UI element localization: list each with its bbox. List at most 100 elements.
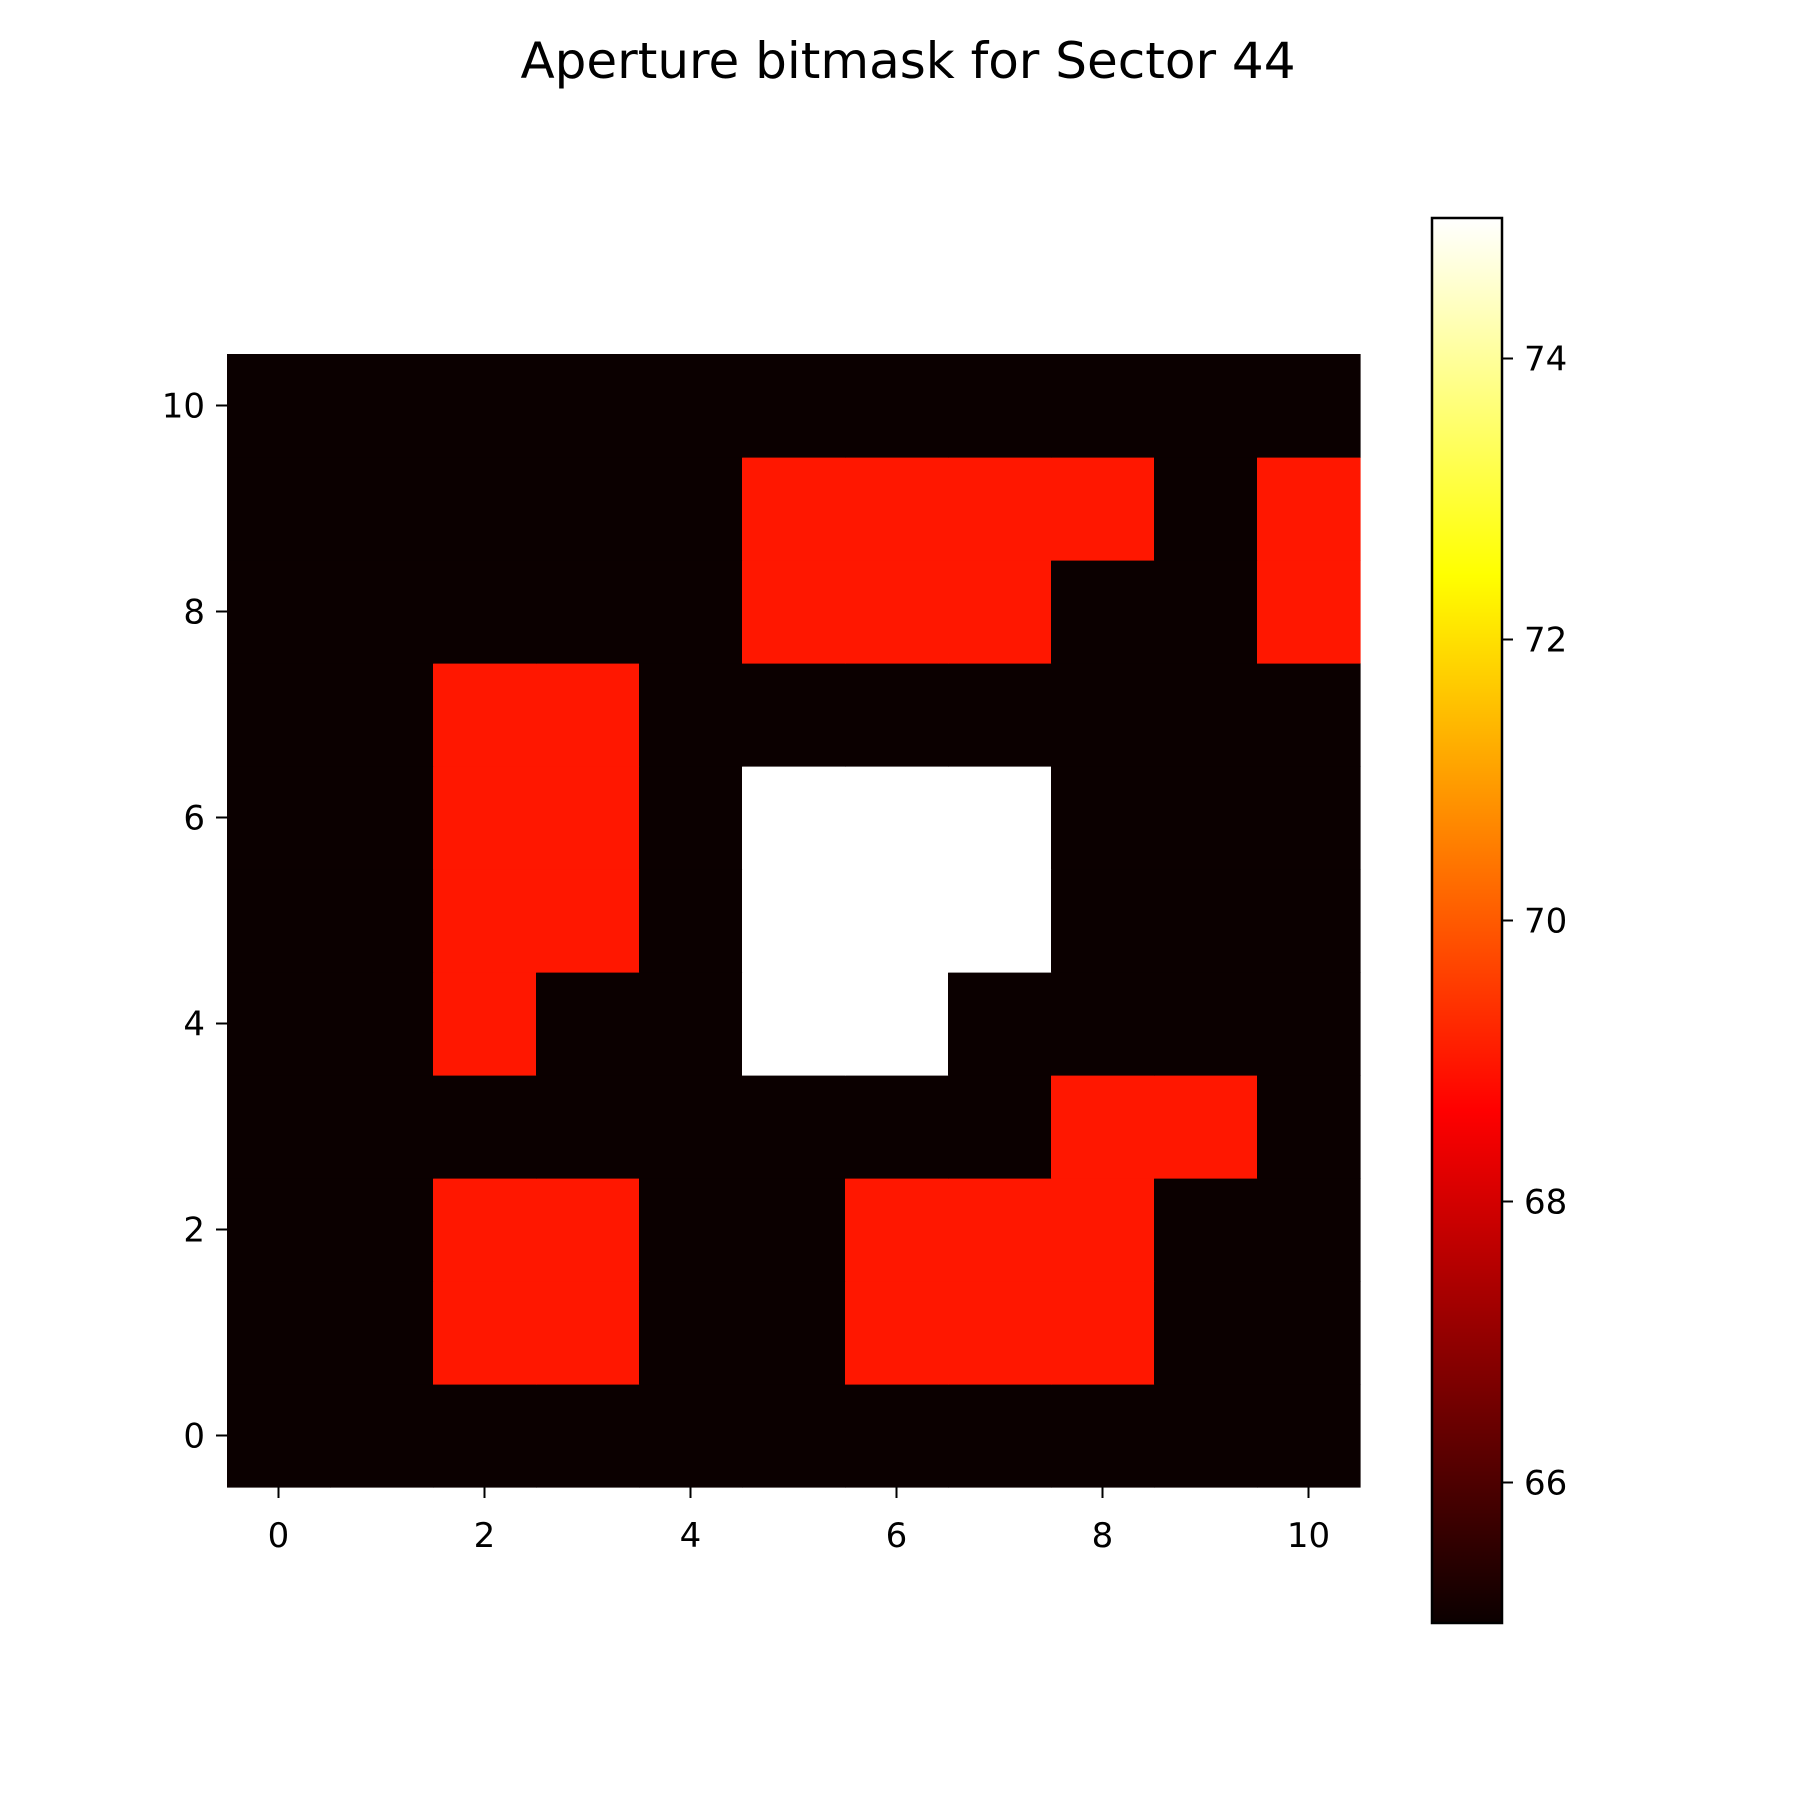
heatmap-cell (1051, 972, 1155, 1076)
heatmap-cell (948, 663, 1052, 767)
heatmap-cell (433, 766, 537, 870)
heatmap-cell (1051, 1384, 1155, 1488)
heatmap-cell (536, 1384, 640, 1488)
heatmap-cell (639, 972, 743, 1076)
heatmap-cell (227, 869, 331, 973)
heatmap-cell (330, 457, 434, 561)
heatmap-cell (845, 1281, 949, 1385)
heatmap-cell (742, 869, 846, 973)
heatmap-cell (1051, 1075, 1155, 1179)
heatmap-cell (639, 766, 743, 870)
heatmap-cell (948, 1281, 1052, 1385)
heatmap-cell (227, 1075, 331, 1179)
heatmap-cell (742, 1281, 846, 1385)
x-axis: 0 2 4 6 8 10 (268, 1487, 1330, 1556)
heatmap-cell (1154, 972, 1258, 1076)
colorbar-tick-label: 74 (1524, 340, 1567, 380)
heatmap-cell (845, 1384, 949, 1488)
heatmap-cell (845, 766, 949, 870)
heatmap-cell (845, 869, 949, 973)
heatmap-cell (227, 972, 331, 1076)
heatmap-cell (227, 663, 331, 767)
heatmap-cell (948, 457, 1052, 561)
heatmap-cell (1051, 869, 1155, 973)
heatmap-cell (536, 1178, 640, 1282)
colorbar-tick-label: 72 (1524, 621, 1567, 661)
heatmap-cell (433, 1075, 537, 1179)
heatmap-cell (1154, 1178, 1258, 1282)
x-tick-label: 10 (1287, 1516, 1330, 1556)
heatmap-cell (433, 354, 537, 458)
heatmap-cell (330, 1281, 434, 1385)
heatmap-cell (1051, 1281, 1155, 1385)
heatmap-cell (948, 766, 1052, 870)
heatmap-cell (1154, 663, 1258, 767)
heatmap-cell (536, 457, 640, 561)
heatmap-cell (1051, 560, 1155, 664)
heatmap-cells (227, 354, 1361, 1488)
heatmap-cell (639, 1384, 743, 1488)
heatmap-cell (330, 869, 434, 973)
heatmap-cell (1257, 560, 1361, 664)
heatmap-cell (1051, 354, 1155, 458)
heatmap-cell (433, 972, 537, 1076)
heatmap-cell (433, 663, 537, 767)
heatmap-cell (330, 354, 434, 458)
heatmap-cell (639, 663, 743, 767)
heatmap-cell (227, 457, 331, 561)
heatmap-cell (639, 1075, 743, 1179)
heatmap-cell (1257, 766, 1361, 870)
heatmap-cell (433, 1178, 537, 1282)
heatmap-cell (639, 1281, 743, 1385)
heatmap-cell (330, 766, 434, 870)
heatmap-cell (1257, 972, 1361, 1076)
y-tick-label: 10 (162, 387, 205, 427)
heatmap-cell (227, 766, 331, 870)
heatmap-cell (948, 972, 1052, 1076)
heatmap-cell (639, 869, 743, 973)
heatmap-cell (1154, 560, 1258, 664)
heatmap-cell (536, 972, 640, 1076)
heatmap-cell (330, 1384, 434, 1488)
heatmap-cell (433, 869, 537, 973)
heatmap-cell (1257, 663, 1361, 767)
heatmap-cell (948, 1178, 1052, 1282)
heatmap-cell (742, 457, 846, 561)
heatmap-cell (845, 663, 949, 767)
heatmap-cell (536, 766, 640, 870)
heatmap-cell (1051, 766, 1155, 870)
heatmap-cell (536, 1281, 640, 1385)
heatmap-cell (1154, 869, 1258, 973)
y-axis: 0 2 4 6 8 10 (162, 387, 227, 1457)
heatmap-cell (1257, 457, 1361, 561)
colorbar-gradient (1430, 216, 1504, 1625)
heatmap-cell (845, 457, 949, 561)
heatmap-cell (1154, 1281, 1258, 1385)
heatmap-cell (1154, 354, 1258, 458)
heatmap-cell (536, 1075, 640, 1179)
heatmap-cell (433, 457, 537, 561)
heatmap-cell (433, 560, 537, 664)
heatmap-cell (1257, 1281, 1361, 1385)
heatmap-cell (1051, 663, 1155, 767)
heatmap-cell (330, 560, 434, 664)
heatmap-cell (227, 354, 331, 458)
heatmap-cell (845, 354, 949, 458)
heatmap-cell (1051, 1178, 1155, 1282)
heatmap-cell (536, 869, 640, 973)
heatmap-cell (1051, 457, 1155, 561)
colorbar-tick-label: 70 (1524, 902, 1567, 942)
heatmap-cell (1154, 1075, 1258, 1179)
heatmap-cell (536, 663, 640, 767)
chart-title: Aperture bitmask for Sector 44 (520, 32, 1295, 90)
heatmap-cell (227, 1178, 331, 1282)
heatmap-cell (639, 1178, 743, 1282)
heatmap-cell (330, 972, 434, 1076)
heatmap-cell (639, 457, 743, 561)
heatmap-cell (948, 1075, 1052, 1179)
heatmap-cell (433, 1281, 537, 1385)
heatmap-cell (845, 1178, 949, 1282)
heatmap-cell (845, 972, 949, 1076)
y-tick-label: 4 (183, 1005, 205, 1045)
